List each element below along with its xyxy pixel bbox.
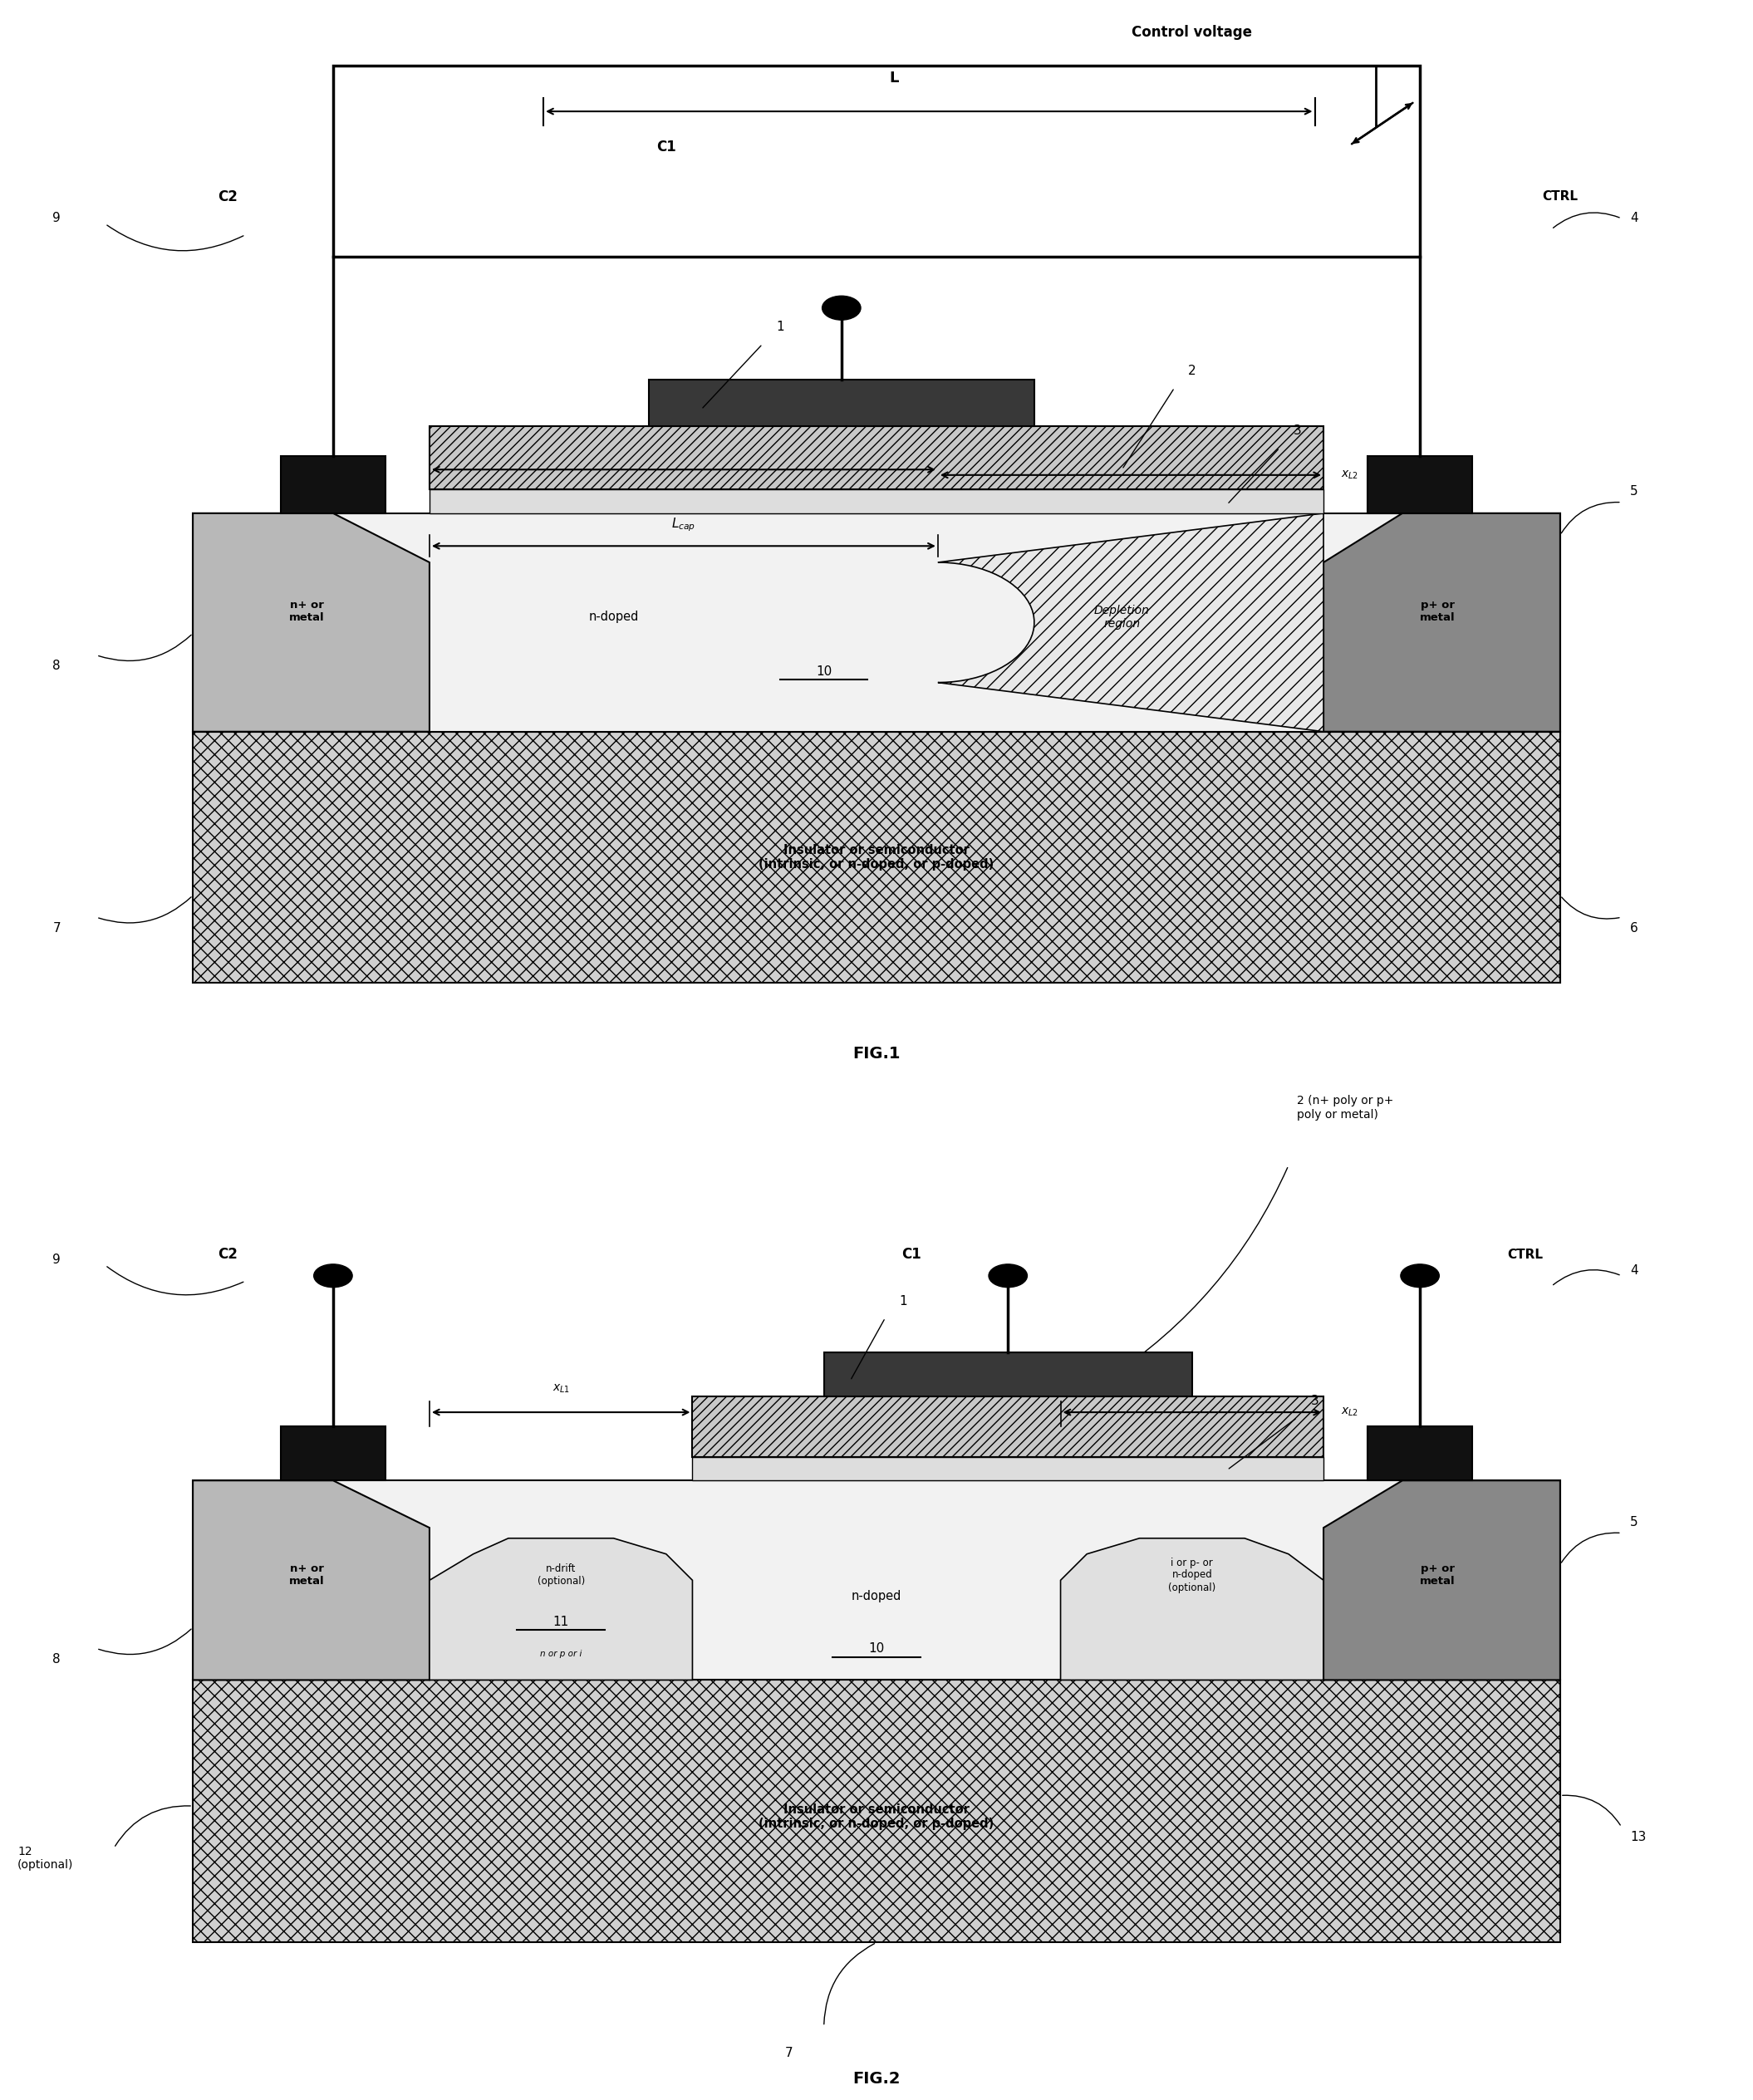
Bar: [429, 489, 1324, 512]
Text: C2: C2: [217, 1247, 238, 1262]
Text: FIG.1: FIG.1: [852, 1046, 901, 1063]
Polygon shape: [193, 1480, 429, 1680]
Bar: [193, 1480, 1560, 1680]
Bar: [1367, 1426, 1473, 1480]
Bar: [280, 1426, 386, 1480]
Polygon shape: [1061, 1537, 1324, 1680]
Text: FIG.2: FIG.2: [852, 2071, 901, 2087]
Bar: [692, 1396, 1324, 1457]
Text: n-doped: n-doped: [852, 1590, 901, 1602]
Bar: [824, 1352, 1192, 1396]
Text: C1: C1: [901, 1247, 922, 1262]
Text: 7: 7: [53, 922, 61, 934]
Text: 4: 4: [1630, 212, 1639, 225]
Text: $x_{L2}$: $x_{L2}$: [1341, 1407, 1359, 1418]
Text: $x_{L2}$: $x_{L2}$: [1341, 468, 1359, 481]
Text: CTRL: CTRL: [1543, 191, 1578, 204]
Text: 8: 8: [53, 1653, 61, 1665]
Bar: [1367, 456, 1473, 512]
Polygon shape: [938, 512, 1324, 731]
Text: 2 (n+ poly or p+
poly or metal): 2 (n+ poly or p+ poly or metal): [1297, 1096, 1394, 1119]
Polygon shape: [429, 1537, 692, 1680]
Text: $L_{cap}$: $L_{cap}$: [671, 517, 696, 533]
Text: 13: 13: [1630, 1831, 1646, 1844]
Bar: [649, 380, 1034, 426]
Polygon shape: [193, 512, 429, 731]
Text: n+ or
metal: n+ or metal: [289, 1562, 324, 1588]
Text: 7: 7: [785, 2047, 792, 2058]
Text: L: L: [889, 69, 899, 86]
Text: n or p or i: n or p or i: [540, 1651, 582, 1657]
Text: CTRL: CTRL: [1508, 1249, 1543, 1260]
Text: n+ or
metal: n+ or metal: [289, 601, 324, 624]
Text: Depletion
region: Depletion region: [1094, 605, 1150, 630]
Text: 1: 1: [777, 321, 784, 334]
Text: 9: 9: [53, 212, 61, 225]
Bar: [333, 65, 1420, 256]
Bar: [280, 456, 386, 512]
Text: 10: 10: [815, 666, 833, 678]
Text: 11: 11: [552, 1617, 570, 1628]
Text: 5: 5: [1630, 1516, 1639, 1529]
Circle shape: [822, 296, 861, 319]
Circle shape: [1401, 1264, 1439, 1287]
Text: 9: 9: [53, 1254, 61, 1266]
Text: 4: 4: [1630, 1264, 1639, 1277]
Polygon shape: [1324, 512, 1560, 731]
Text: 1: 1: [899, 1296, 906, 1306]
Text: 10: 10: [868, 1642, 885, 1655]
Text: C2: C2: [217, 189, 238, 204]
Text: 12
(optional): 12 (optional): [18, 1846, 74, 1871]
Text: C1: C1: [656, 141, 677, 155]
Text: n-drift
(optional): n-drift (optional): [536, 1562, 586, 1588]
Text: 3: 3: [1294, 424, 1301, 437]
Text: 8: 8: [53, 659, 61, 672]
Polygon shape: [1324, 1480, 1560, 1680]
Text: n-doped: n-doped: [589, 611, 638, 624]
Text: 2: 2: [1189, 363, 1196, 376]
Bar: [193, 1680, 1560, 1942]
Text: 3: 3: [1311, 1394, 1318, 1407]
Text: Control voltage: Control voltage: [1132, 25, 1252, 40]
Bar: [193, 731, 1560, 983]
Text: 6: 6: [1630, 922, 1639, 934]
Bar: [692, 1457, 1324, 1480]
Text: 5: 5: [1630, 485, 1639, 498]
Text: i or p- or
n-doped
(optional): i or p- or n-doped (optional): [1167, 1556, 1217, 1594]
Bar: [429, 426, 1324, 489]
Text: p+ or
metal: p+ or metal: [1420, 601, 1455, 624]
Text: $x_{L1}$: $x_{L1}$: [552, 1382, 570, 1394]
Bar: [193, 512, 1560, 731]
Text: Insulator or semiconductor
(intrinsic, or n-doped, or p-doped): Insulator or semiconductor (intrinsic, o…: [759, 844, 994, 871]
Text: p+ or
metal: p+ or metal: [1420, 1562, 1455, 1588]
Circle shape: [989, 1264, 1027, 1287]
Circle shape: [314, 1264, 352, 1287]
Text: Insulator or semiconductor
(intrinsic, or n-doped, or p-doped): Insulator or semiconductor (intrinsic, o…: [759, 1804, 994, 1829]
